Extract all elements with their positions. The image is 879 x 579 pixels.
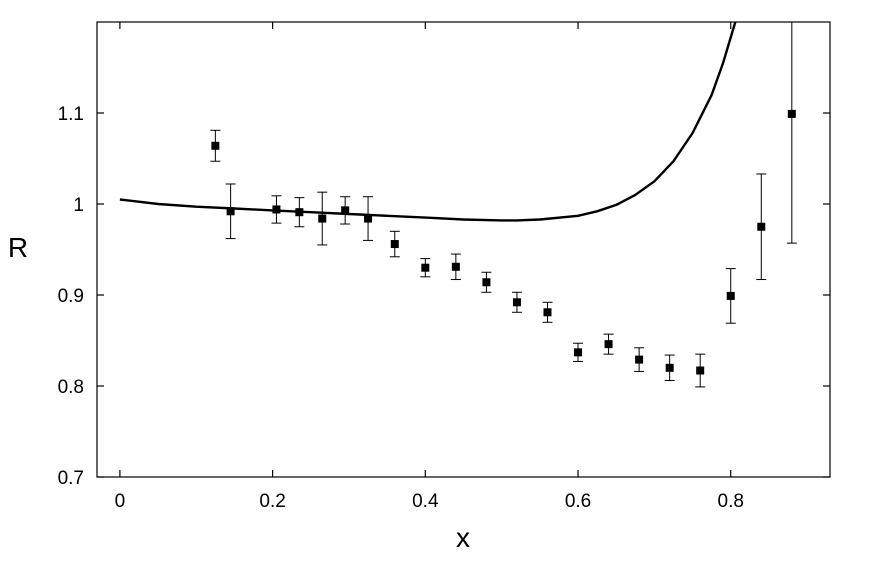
data-point xyxy=(340,196,351,225)
y-axis-label: R xyxy=(8,232,28,263)
x-tick-label: 0.4 xyxy=(412,491,439,512)
marker xyxy=(295,208,304,217)
data-point xyxy=(271,195,282,224)
marker xyxy=(318,214,327,223)
theory-curve-layer xyxy=(119,21,737,222)
marker xyxy=(604,340,613,349)
marker xyxy=(757,222,766,231)
x-tick-label: 0 xyxy=(115,491,126,512)
x-axis-label: x xyxy=(456,522,470,553)
data-point xyxy=(603,333,614,355)
marker xyxy=(211,141,220,150)
data-point xyxy=(389,230,400,258)
marker xyxy=(543,308,552,317)
y-tick-label: 1.1 xyxy=(58,104,84,125)
data-point xyxy=(634,347,645,372)
marker xyxy=(226,207,235,216)
data-point xyxy=(664,354,675,382)
marker xyxy=(635,355,644,364)
data-point xyxy=(363,196,374,241)
marker xyxy=(696,366,705,375)
data-point xyxy=(317,191,328,246)
marker xyxy=(390,240,399,249)
x-tick-label: 0.6 xyxy=(565,491,591,512)
marker xyxy=(574,348,583,357)
marker xyxy=(787,109,796,118)
marker xyxy=(726,291,735,300)
marker xyxy=(482,278,491,287)
marker xyxy=(451,262,460,271)
data-point xyxy=(511,291,522,313)
marker xyxy=(341,206,350,215)
y-tick-label: 0.8 xyxy=(58,377,84,398)
marker xyxy=(421,263,430,272)
data-point xyxy=(756,173,767,281)
data-point xyxy=(542,301,553,323)
data-point xyxy=(294,197,305,228)
y-tick-label: 0.7 xyxy=(58,468,84,489)
data-points-layer xyxy=(210,22,797,388)
x-tick-label: 0.2 xyxy=(259,491,285,512)
data-point xyxy=(786,22,797,244)
x-axis-ticks: 0 0.2 0.4 0.6 0.8 xyxy=(115,22,744,512)
y-tick-label: 1 xyxy=(73,195,84,216)
marker xyxy=(665,363,674,372)
theory-curve xyxy=(119,21,737,222)
marker xyxy=(512,298,521,307)
y-axis-ticks: 0.7 0.8 0.9 1 1.1 xyxy=(58,104,830,489)
data-point xyxy=(481,271,492,293)
marker xyxy=(272,205,281,214)
data-point xyxy=(210,129,221,162)
data-point xyxy=(225,183,236,240)
y-tick-label: 0.9 xyxy=(58,286,84,307)
data-point xyxy=(573,342,584,362)
data-point xyxy=(695,353,706,388)
data-point xyxy=(450,253,461,281)
data-point xyxy=(725,268,736,324)
x-tick-label: 0.8 xyxy=(718,491,744,512)
plot-frame xyxy=(96,21,831,478)
marker xyxy=(364,214,373,223)
data-point xyxy=(420,258,431,278)
